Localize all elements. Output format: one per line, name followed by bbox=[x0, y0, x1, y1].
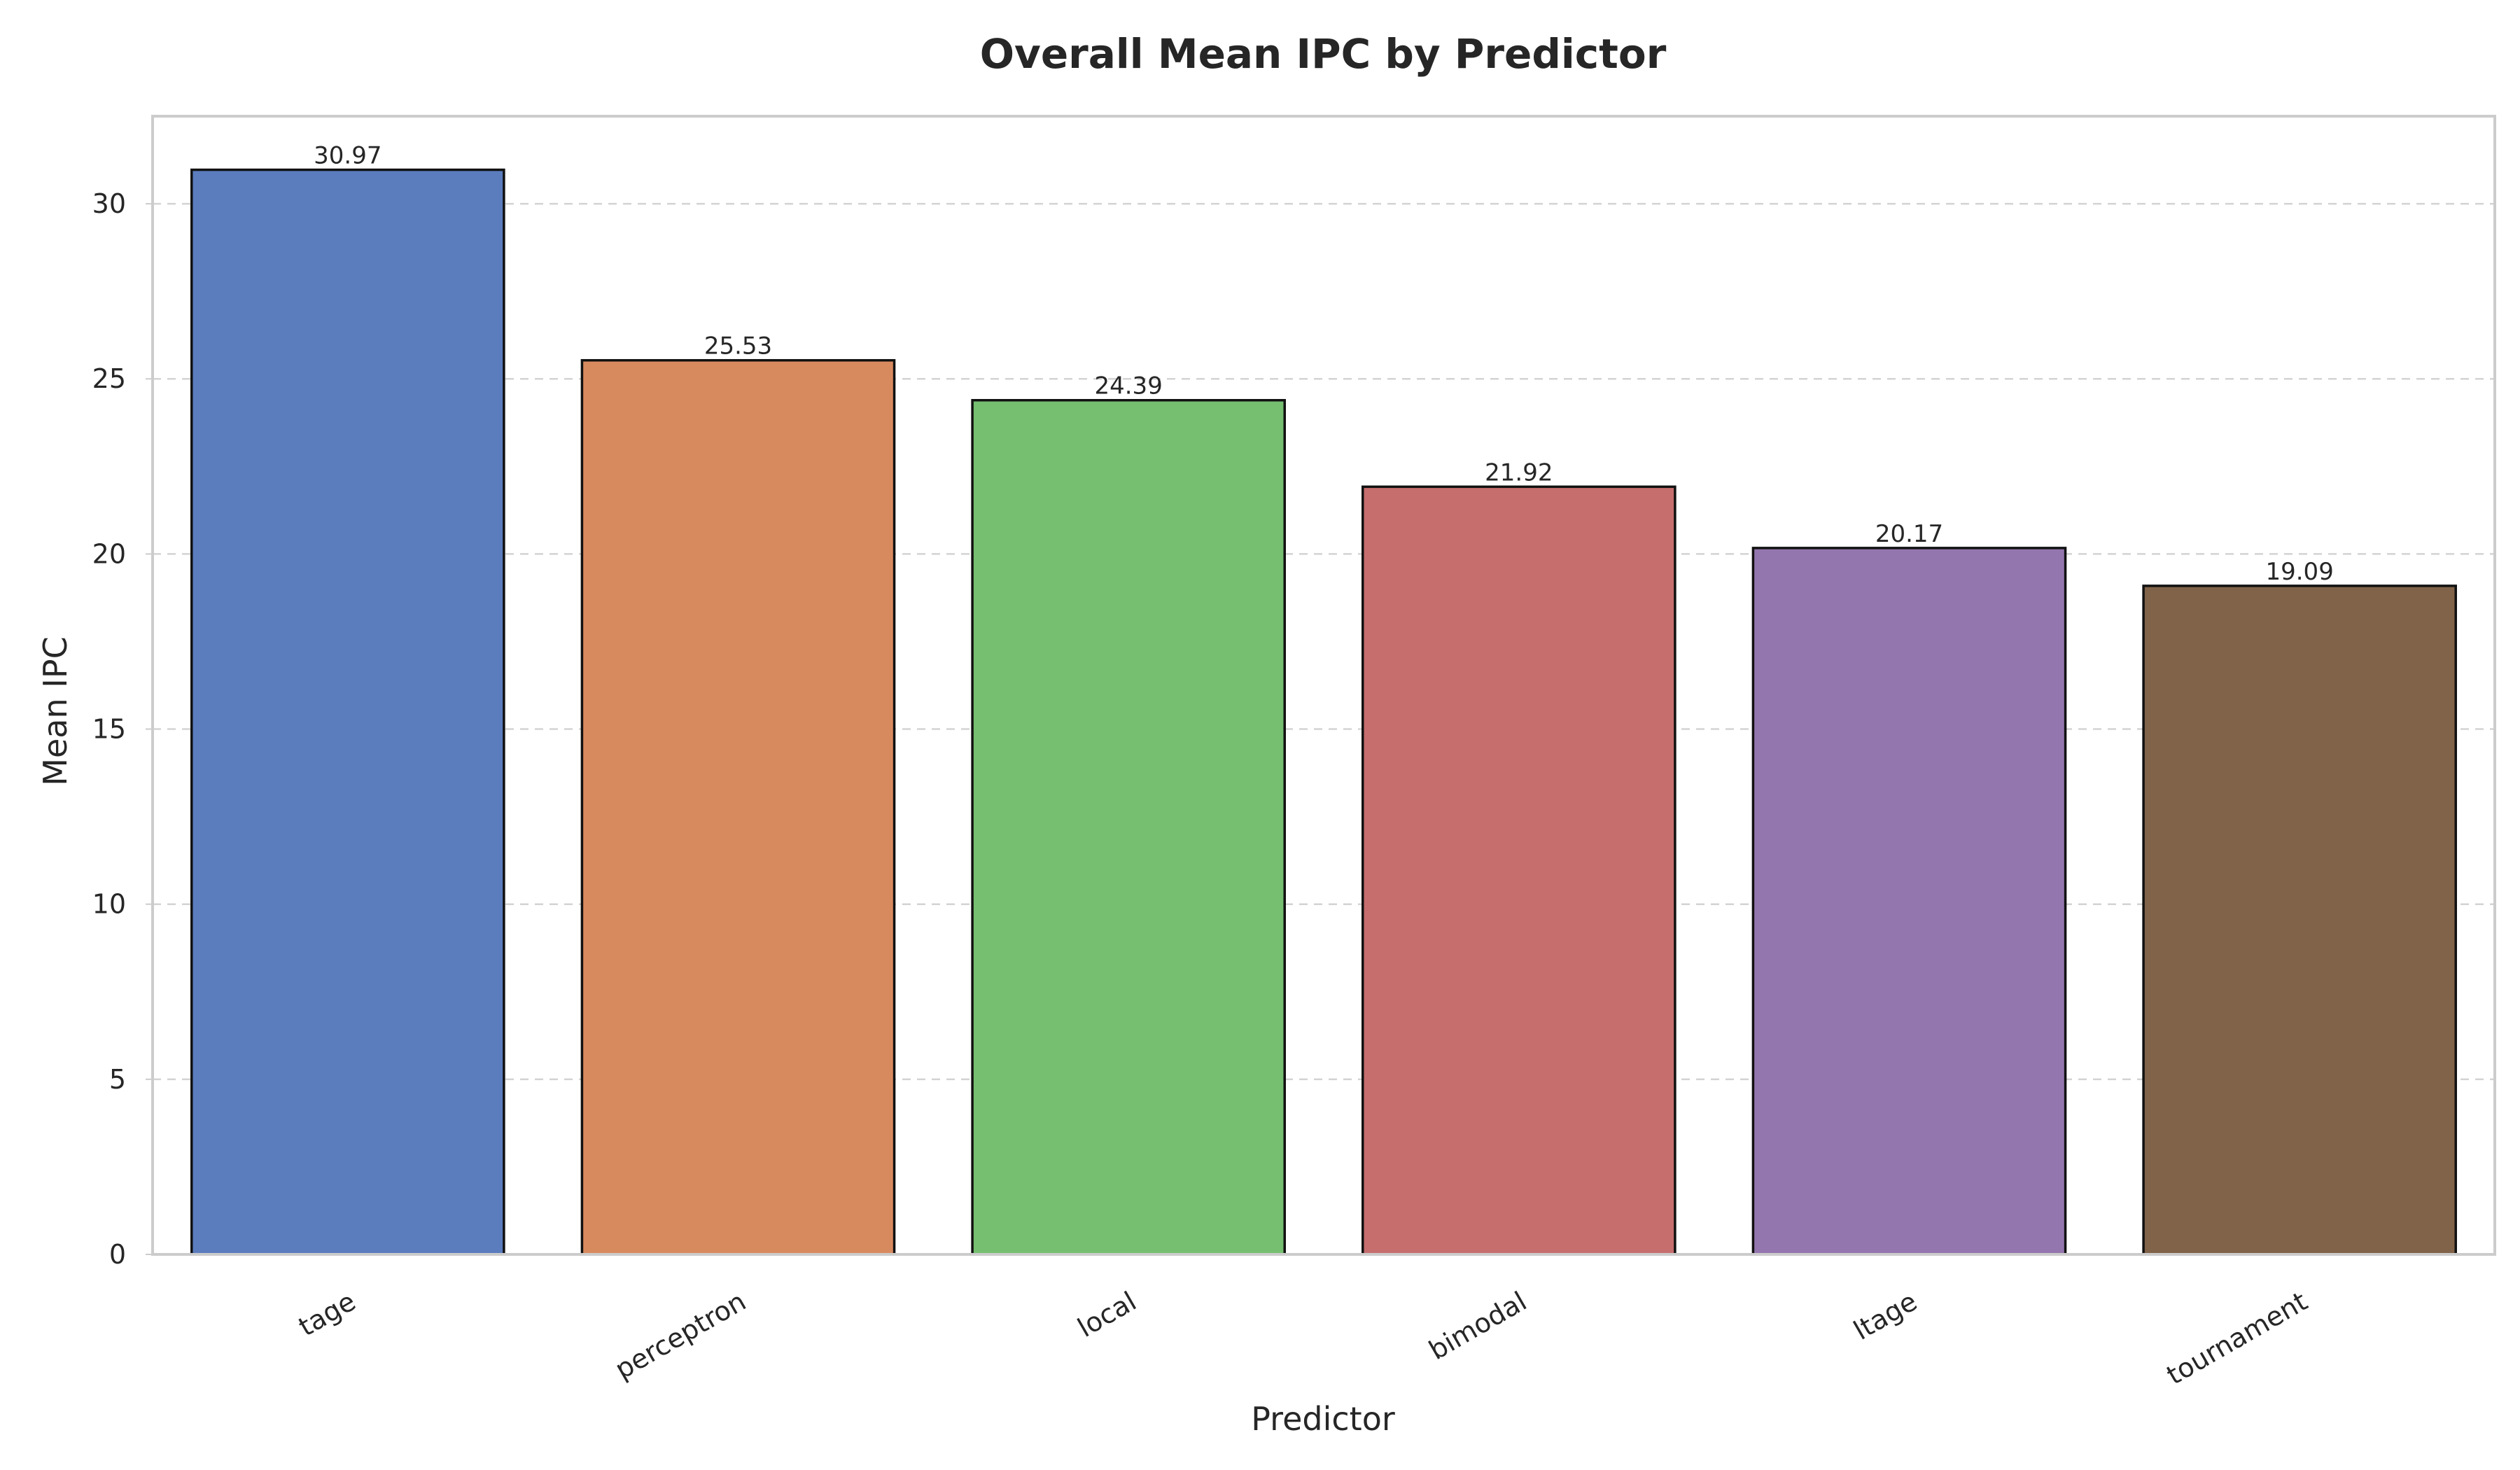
plot-background bbox=[153, 116, 2495, 1254]
bar-perceptron bbox=[580, 358, 896, 1256]
x-tick-label-tage: tage bbox=[293, 1286, 360, 1343]
x-tick-label-bimodal: bimodal bbox=[1424, 1286, 1532, 1366]
value-label-perceptron: 25.53 bbox=[704, 332, 772, 360]
value-label-tournament: 19.09 bbox=[2265, 558, 2333, 586]
x-tick-label-local: local bbox=[1072, 1286, 1142, 1343]
chart-title: Overall Mean IPC by Predictor bbox=[980, 30, 1667, 78]
y-tick-label: 15 bbox=[92, 714, 126, 745]
y-tick-label: 5 bbox=[109, 1064, 126, 1095]
value-label-local: 24.39 bbox=[1094, 372, 1162, 400]
x-tick-label-ltage: ltage bbox=[1849, 1286, 1922, 1346]
bar-local bbox=[971, 398, 1286, 1256]
y-tick-label: 25 bbox=[92, 363, 126, 394]
x-tick-label-perceptron: perceptron bbox=[610, 1286, 751, 1385]
y-tick-label: 0 bbox=[109, 1239, 126, 1270]
bar-bimodal bbox=[1362, 485, 1676, 1256]
grid-layer bbox=[153, 116, 2495, 1254]
value-label-bimodal: 21.92 bbox=[1485, 458, 1553, 486]
bar-tage bbox=[190, 168, 505, 1256]
x-tick-label-tournament: tournament bbox=[2162, 1286, 2313, 1391]
value-label-tage: 30.97 bbox=[314, 142, 382, 170]
plot-border bbox=[151, 115, 2496, 1256]
bar-tournament bbox=[2142, 584, 2457, 1256]
y-tick-label: 30 bbox=[92, 188, 126, 219]
y-tick-label: 10 bbox=[92, 889, 126, 920]
x-axis-title: Predictor bbox=[1251, 1400, 1395, 1438]
bars-layer bbox=[190, 168, 2457, 1256]
bar-ltage bbox=[1751, 547, 2067, 1256]
value-label-ltage: 20.17 bbox=[1875, 520, 1943, 548]
y-axis-title: Mean IPC bbox=[36, 636, 74, 785]
plot-frame bbox=[146, 115, 2496, 1256]
y-tick-label: 20 bbox=[92, 538, 126, 569]
